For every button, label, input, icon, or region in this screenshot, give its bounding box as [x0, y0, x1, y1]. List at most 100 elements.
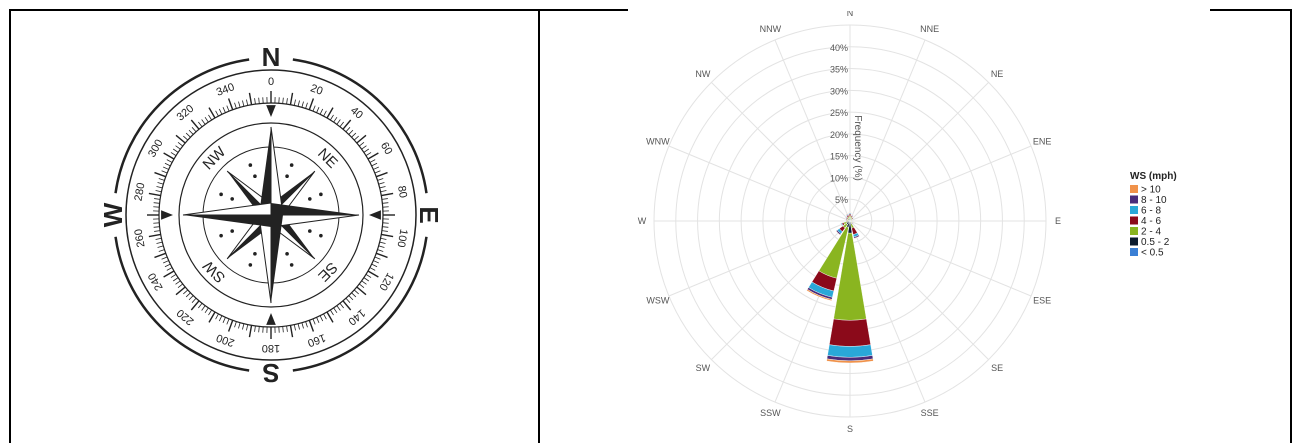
compass-tick	[208, 309, 212, 316]
wind-bar-s	[827, 344, 873, 358]
compass-tick	[348, 295, 354, 301]
wind-bar-s	[829, 318, 871, 347]
direction-label-n: N	[847, 11, 854, 18]
legend-item-label: 2 - 4	[1141, 227, 1161, 238]
compass-tick	[156, 241, 163, 244]
wind-bar-nnw	[845, 213, 849, 215]
compass-tick	[378, 245, 385, 248]
radial-tick-label: 30%	[830, 86, 848, 96]
compass-tick	[373, 166, 379, 170]
compass-tick	[282, 97, 284, 104]
frame-right	[1290, 9, 1292, 443]
compass-dot	[319, 233, 323, 238]
compass-star-point	[182, 202, 272, 216]
compass-tick	[286, 98, 288, 105]
compass-tick	[377, 178, 384, 181]
compass-degree-label: 280	[133, 182, 148, 202]
polar-grid-spoke	[849, 220, 989, 360]
compass-tick	[164, 263, 171, 268]
compass-pointer-triangle	[266, 313, 276, 325]
radial-tick-label: 20%	[830, 130, 848, 140]
compass-tick	[361, 145, 367, 150]
compass-tick	[185, 292, 191, 298]
compass-dot	[248, 163, 253, 167]
compass-dot	[219, 233, 223, 238]
direction-label-nnw: NNW	[760, 24, 782, 34]
compass-tick	[339, 121, 344, 127]
compass-tick	[336, 305, 341, 311]
windrose-panel: N NNE NE ENE E ESE SE SSE S SSW SW WSW W WNW NW NNW 5% 1…	[540, 11, 1290, 443]
compass-degree-label: 80	[395, 185, 409, 199]
compass-tick	[153, 226, 160, 228]
compass-tick	[188, 129, 194, 135]
compass-tick	[367, 270, 379, 278]
wind-bars	[806, 212, 874, 364]
compass-tick	[353, 135, 359, 141]
compass-tick	[308, 320, 315, 332]
compass-tick	[157, 182, 164, 185]
compass-tick	[208, 311, 216, 323]
compass-tick	[148, 192, 161, 197]
compass-tick	[246, 324, 249, 331]
compass-tick	[297, 323, 300, 330]
compass-tick	[166, 267, 173, 271]
compass-tick	[336, 119, 341, 125]
compass-tick	[185, 132, 191, 138]
compass-tick	[201, 305, 206, 311]
compass-tick	[154, 171, 166, 178]
compass-tick	[312, 105, 316, 112]
compass-tick	[351, 132, 357, 138]
compass-tick	[376, 252, 388, 259]
direction-label-wnw: WNW	[646, 136, 670, 146]
compass-tick	[376, 171, 388, 178]
compass-tick	[190, 300, 200, 311]
compass-dot	[248, 263, 253, 267]
direction-label-ssw: SSW	[760, 408, 781, 418]
compass-tick	[204, 116, 209, 123]
compass-tick	[190, 119, 200, 130]
compass-pointer-triangle	[266, 105, 276, 117]
legend-swatch	[1130, 227, 1138, 235]
frame-top-left	[9, 9, 628, 11]
compass-tick	[319, 315, 324, 322]
radial-axis-label: Frequency (%)	[852, 115, 863, 181]
compass-tick	[305, 102, 308, 109]
compass-tick	[234, 102, 237, 109]
frame-left	[9, 9, 11, 443]
polar-grid-spoke	[774, 39, 851, 222]
compass-degree-label: 120	[376, 271, 396, 293]
compass-tick	[222, 107, 226, 113]
compass-dot	[253, 252, 257, 256]
compass-tick	[367, 152, 379, 160]
compass-outer-arc	[114, 236, 250, 372]
frame-divider	[538, 9, 540, 443]
compass-outer-arc	[114, 58, 250, 194]
legend-swatch	[1130, 248, 1138, 256]
compass-tick	[170, 274, 177, 278]
radial-tick-label: 10%	[830, 173, 848, 183]
compass-degree-label: 100	[394, 228, 409, 248]
direction-label-ne: NE	[991, 69, 1004, 79]
compass-tick	[170, 152, 177, 156]
compass-tick	[330, 309, 334, 316]
compass-tick	[242, 100, 245, 107]
compass-tick	[289, 92, 294, 105]
direction-label-wsw: WSW	[646, 296, 669, 306]
compass-tick	[381, 233, 394, 238]
compass-tick	[248, 325, 253, 338]
compass-tick	[227, 98, 234, 110]
compass-tick	[201, 119, 206, 125]
compass-tick	[333, 116, 338, 123]
polar-grid-spoke	[849, 145, 1032, 222]
compass-dot	[308, 229, 312, 233]
compass-tick	[175, 145, 181, 150]
compass-tick	[164, 162, 171, 167]
compass-cardinal-label: W	[98, 202, 128, 227]
compass-tick	[155, 190, 162, 193]
compass-cardinal-label: S	[262, 358, 279, 388]
direction-label-e: E	[1055, 216, 1061, 226]
compass-tick	[359, 142, 365, 147]
compass-tick	[234, 321, 237, 328]
compass-tick	[258, 97, 260, 104]
compass-tick	[246, 99, 249, 106]
